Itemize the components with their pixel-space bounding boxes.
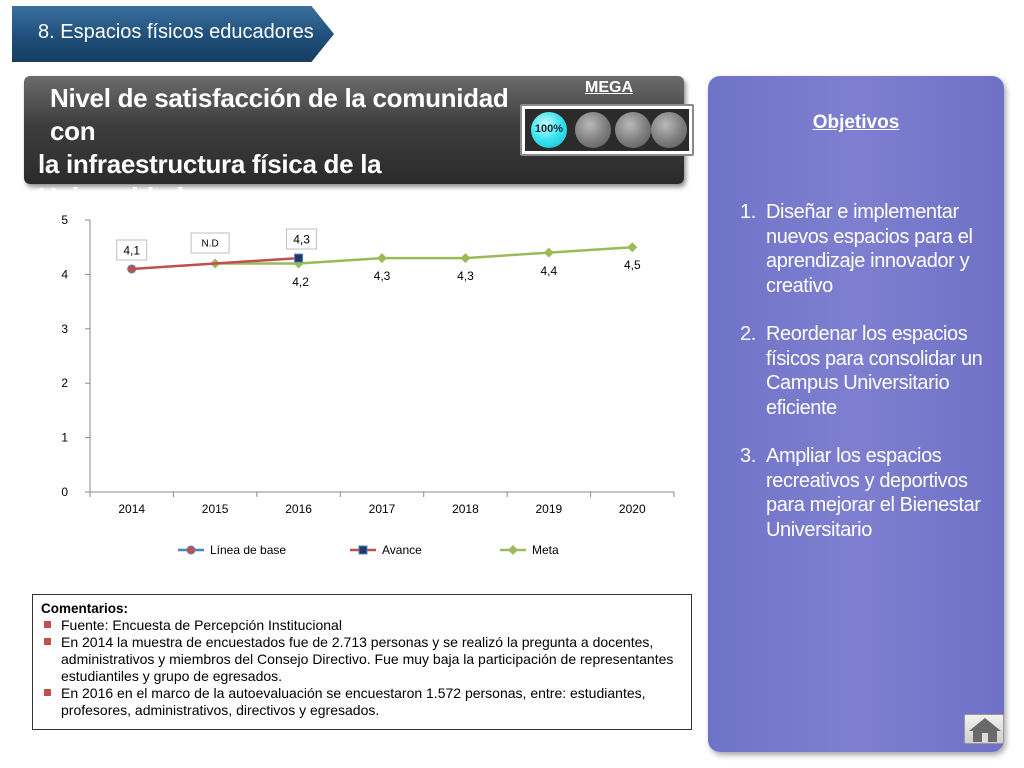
data-point	[358, 545, 368, 555]
objective-text: Reordenar los espacios físicos para cons…	[766, 323, 983, 419]
legend-label: Avance	[382, 543, 422, 557]
page-title-line2: la infraestructura física de la Universi…	[38, 149, 382, 212]
data-label-base-2014-box	[116, 239, 148, 261]
x-tick-label: 2018	[452, 502, 479, 516]
data-point	[294, 253, 304, 263]
data-label-avance-2016-box	[286, 228, 318, 250]
legend-label: Meta	[532, 543, 559, 557]
data-label-nd-2015-box	[190, 232, 230, 254]
y-tick-label: 1	[61, 431, 68, 445]
indicator-light-off	[651, 112, 687, 148]
comments-title: Comentarios:	[41, 601, 129, 616]
indicator-light-off	[575, 112, 611, 148]
objective-item: 1. Diseñar e implementar nuevos espacios…	[736, 200, 998, 298]
series-line	[215, 245, 633, 265]
mega-label: MEGA	[585, 79, 633, 96]
objective-text: Ampliar los espacios recreativos y depor…	[766, 445, 981, 541]
home-icon	[969, 718, 1001, 742]
data-label-meta-2016: 4,2	[292, 275, 309, 289]
y-tick-label: 4	[61, 267, 68, 281]
objective-item: 2. Reordenar los espacios físicos para c…	[736, 322, 998, 420]
home-button[interactable]	[964, 714, 1004, 744]
data-point	[460, 253, 471, 264]
title-banner: Nivel de satisfacción de la comunidad co…	[24, 76, 694, 212]
mega-indicator: 100%	[520, 104, 694, 156]
data-label-base-2014: 4,1	[123, 243, 140, 257]
x-tick-label: 2017	[369, 502, 396, 516]
objectives-list: 1. Diseñar e implementar nuevos espacios…	[736, 200, 998, 566]
data-label-meta-2020: 4,5	[624, 258, 641, 272]
x-tick-label: 2016	[285, 502, 312, 516]
objective-number: 1.	[740, 201, 756, 223]
mega-percent: 100%	[534, 123, 564, 135]
data-point	[186, 545, 196, 555]
comments-box: Comentarios: Fuente: Encuesta de Percepc…	[32, 594, 692, 730]
section-label: 8. Espacios físicos educadores	[38, 21, 314, 43]
indicator-light-on: 100%	[531, 112, 567, 148]
objectives-panel: Objetivos 1. Diseñar e implementar nuevo…	[708, 76, 1004, 752]
page-title: Nivel de satisfacción de la comunidad co…	[38, 82, 518, 214]
data-point	[627, 242, 638, 253]
data-label-meta-2018: 4,3	[457, 269, 474, 283]
data-point	[508, 545, 518, 555]
comment-item: En 2016 en el marco de la autoevaluación…	[41, 685, 683, 719]
page-title-line1: Nivel de satisfacción de la comunidad co…	[50, 83, 509, 146]
objectives-title: Objetivos	[812, 112, 900, 133]
satisfaction-line-chart: 0 1 2 3 4 5 2014 2015 2016 2017 2018 2019 2020 4,1 N…	[61, 213, 675, 557]
y-tick-label: 0	[61, 485, 68, 499]
objective-number: 3.	[740, 445, 756, 467]
data-label-meta-2019: 4,4	[541, 264, 558, 278]
indicator-light-off	[615, 112, 651, 148]
data-label-meta-2017: 4,3	[374, 269, 391, 283]
section-tab: 8. Espacios físicos educadores	[12, 6, 334, 62]
comment-item: Fuente: Encuesta de Percepción Instituci…	[41, 617, 683, 634]
objective-item: 3. Ampliar los espacios recreativos y de…	[736, 444, 998, 542]
data-point	[293, 258, 304, 269]
x-tick-label: 2020	[619, 502, 646, 516]
data-label-avance-2016: 4,3	[293, 232, 310, 246]
data-point	[377, 253, 387, 264]
y-tick-label: 2	[61, 376, 68, 390]
objective-text: Diseñar e implementar nuevos espacios pa…	[766, 201, 973, 297]
comments-list: Fuente: Encuesta de Percepción Instituci…	[41, 617, 683, 719]
x-tick-label: 2014	[118, 502, 145, 516]
comment-item: En 2014 la muestra de encuestados fue de…	[41, 634, 683, 685]
legend-label: Línea de base	[210, 543, 286, 557]
x-tick-label: 2015	[202, 502, 229, 516]
y-tick-label: 3	[61, 322, 68, 336]
series-line	[131, 256, 299, 271]
y-tick-label: 5	[61, 213, 68, 227]
x-tick-label: 2019	[536, 502, 563, 516]
data-label-nd-2015: N.D	[202, 239, 219, 250]
objective-number: 2.	[740, 323, 756, 345]
data-point	[543, 247, 554, 258]
